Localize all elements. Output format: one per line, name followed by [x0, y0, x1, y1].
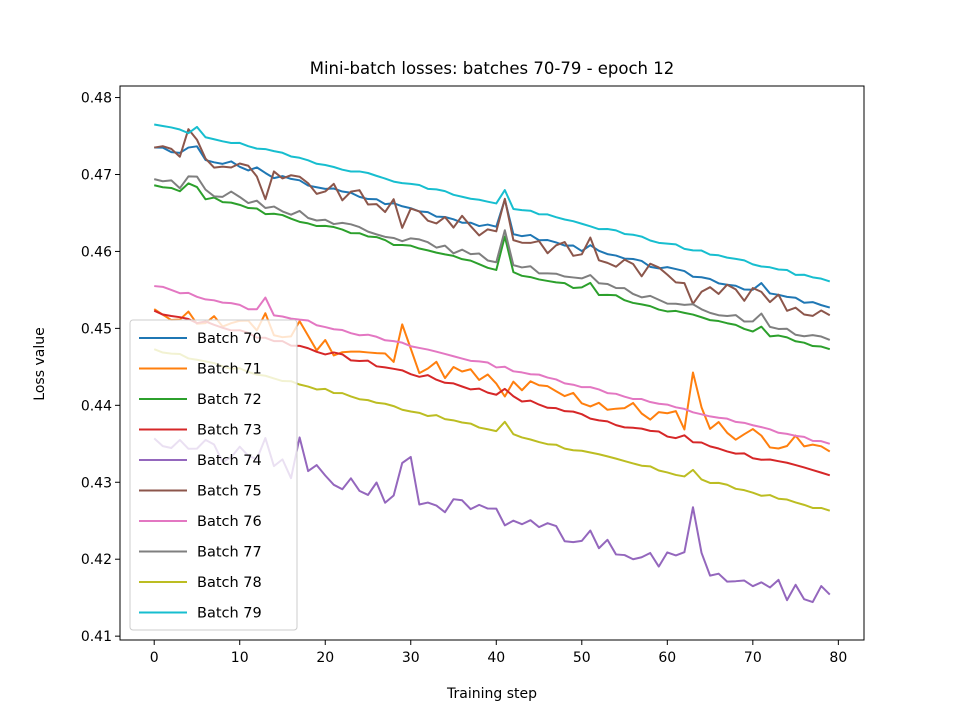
y-tick-label: 0.47	[81, 167, 112, 183]
y-tick-label: 0.41	[81, 629, 112, 645]
y-tick-label: 0.45	[81, 321, 112, 337]
x-tick-label: 0	[150, 650, 159, 666]
series-line-1	[154, 145, 831, 309]
series-line-8	[153, 175, 831, 341]
plot-frame	[119, 85, 865, 641]
series-line-10	[154, 123, 831, 283]
y-tick-label: 0.46	[81, 244, 112, 260]
legend-label: Batch 72	[197, 392, 262, 408]
legend: Batch 70 Batch 71 Batch 72 Batch 73 Batch 74…	[129, 319, 298, 631]
x-tick-label: 40	[487, 650, 505, 666]
series-line-7	[154, 285, 831, 445]
x-tick-label: 70	[744, 650, 762, 666]
y-tick-label: 0.48	[81, 91, 112, 107]
series-line-6	[154, 128, 831, 317]
legend-label: Batch 77	[197, 545, 262, 561]
legend-label: Batch 76	[197, 514, 262, 530]
y-axis-label: Loss value	[32, 327, 48, 400]
x-tick-label: 30	[402, 650, 420, 666]
legend-label: Batch 70	[197, 331, 262, 347]
x-tick-label: 50	[573, 650, 591, 666]
y-tick-label: 0.42	[81, 552, 112, 568]
y-axis-ticks: 0.41 0.42 0.43 0.44 0.45 0.46 0.47 0.48	[81, 91, 120, 645]
legend-label: Batch 74	[197, 453, 262, 469]
legend-label: Batch 73	[197, 423, 262, 439]
legend-label: Batch 78	[197, 575, 262, 591]
x-tick-label: 10	[231, 650, 249, 666]
legend-label: Batch 79	[197, 606, 262, 622]
series-line-3	[153, 182, 831, 351]
y-tick-label: 0.43	[81, 475, 112, 491]
chart-title: Mini-batch losses: batches 70-79 - epoch…	[310, 59, 675, 78]
x-tick-label: 80	[829, 650, 847, 666]
x-axis-ticks: 0 10 20 30 40 50 60 70 80	[150, 640, 847, 666]
y-tick-label: 0.44	[81, 398, 112, 414]
legend-label: Batch 75	[197, 484, 262, 500]
x-tick-label: 60	[658, 650, 676, 666]
legend-label: Batch 71	[197, 362, 262, 378]
x-axis-label: Training step	[446, 686, 537, 702]
x-tick-label: 20	[316, 650, 334, 666]
series-line-2	[153, 308, 831, 453]
